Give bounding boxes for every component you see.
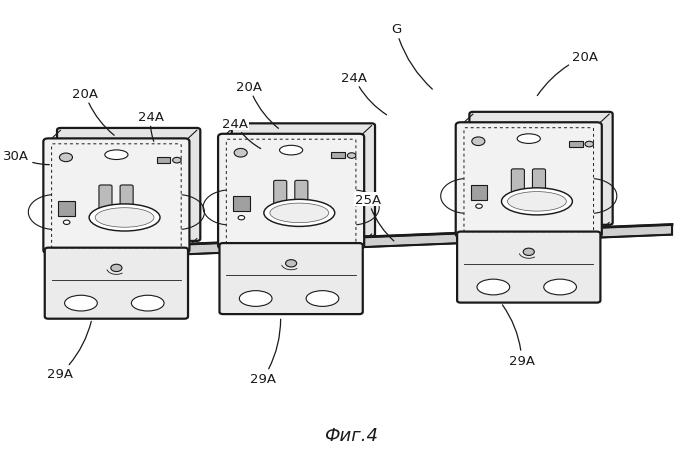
Polygon shape: [46, 225, 672, 260]
Text: 20A: 20A: [236, 81, 279, 129]
Text: 24A: 24A: [341, 72, 386, 116]
FancyBboxPatch shape: [220, 244, 363, 314]
Ellipse shape: [264, 200, 335, 227]
Text: 20A: 20A: [538, 51, 598, 96]
Circle shape: [238, 216, 244, 220]
Circle shape: [111, 265, 122, 272]
FancyBboxPatch shape: [43, 139, 190, 254]
Text: G: G: [391, 23, 433, 90]
Text: 29A: 29A: [48, 322, 91, 381]
Ellipse shape: [517, 134, 540, 144]
Text: 20A: 20A: [72, 88, 114, 136]
Ellipse shape: [64, 296, 97, 311]
Text: Фиг.4: Фиг.4: [323, 426, 377, 444]
Ellipse shape: [508, 192, 566, 212]
Text: 30A: 30A: [4, 150, 49, 165]
FancyBboxPatch shape: [232, 124, 375, 237]
FancyBboxPatch shape: [456, 123, 602, 238]
Circle shape: [64, 221, 70, 225]
FancyBboxPatch shape: [274, 181, 287, 213]
Ellipse shape: [105, 151, 128, 160]
FancyBboxPatch shape: [218, 134, 364, 249]
Text: 29A: 29A: [503, 305, 535, 367]
Ellipse shape: [306, 291, 339, 307]
Text: 29A: 29A: [250, 319, 281, 385]
Ellipse shape: [239, 291, 272, 307]
FancyBboxPatch shape: [295, 181, 308, 213]
Circle shape: [472, 138, 485, 146]
FancyBboxPatch shape: [45, 248, 188, 319]
Circle shape: [60, 154, 73, 162]
Ellipse shape: [95, 208, 154, 228]
Ellipse shape: [89, 204, 160, 231]
Circle shape: [234, 149, 247, 158]
Text: 24A: 24A: [139, 111, 164, 142]
FancyBboxPatch shape: [331, 153, 345, 159]
Circle shape: [523, 249, 534, 256]
FancyBboxPatch shape: [233, 197, 250, 212]
Ellipse shape: [132, 296, 164, 311]
Circle shape: [347, 153, 356, 159]
FancyBboxPatch shape: [533, 169, 545, 202]
Ellipse shape: [501, 188, 573, 215]
Circle shape: [585, 142, 594, 147]
FancyBboxPatch shape: [511, 169, 524, 202]
Circle shape: [173, 158, 181, 163]
FancyBboxPatch shape: [120, 185, 133, 218]
Ellipse shape: [279, 146, 302, 156]
FancyBboxPatch shape: [57, 129, 200, 241]
Text: 24A: 24A: [222, 118, 260, 149]
FancyBboxPatch shape: [569, 141, 582, 148]
Circle shape: [286, 260, 297, 268]
FancyBboxPatch shape: [470, 112, 612, 225]
Ellipse shape: [477, 280, 510, 295]
Circle shape: [476, 205, 482, 209]
FancyBboxPatch shape: [457, 232, 601, 303]
Text: 25A: 25A: [355, 193, 394, 241]
FancyBboxPatch shape: [157, 157, 170, 164]
FancyBboxPatch shape: [58, 202, 75, 216]
Ellipse shape: [544, 280, 577, 295]
FancyBboxPatch shape: [99, 185, 112, 218]
FancyBboxPatch shape: [471, 185, 487, 200]
Ellipse shape: [270, 204, 329, 223]
